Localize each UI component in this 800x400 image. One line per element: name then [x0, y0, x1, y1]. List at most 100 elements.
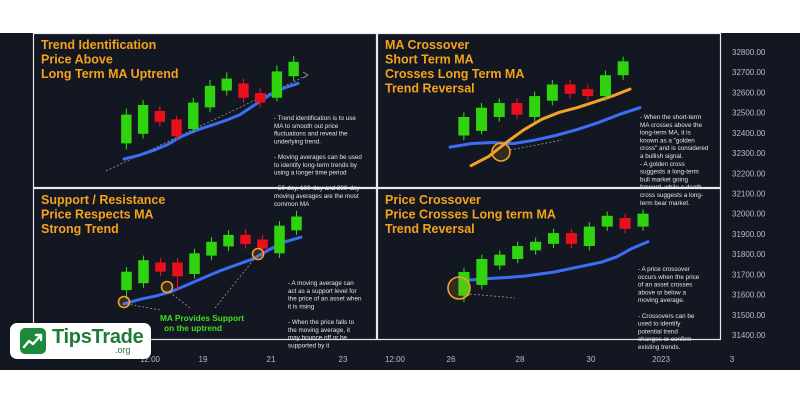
bull-candle	[476, 259, 488, 285]
crossover-arrow-line	[509, 139, 563, 151]
bull-candle	[637, 213, 649, 227]
bull-candle	[583, 226, 595, 247]
price-tick-label: 32100.00	[732, 190, 766, 199]
bear-candle	[564, 84, 576, 94]
panel-title-line: Trend Reversal	[385, 82, 475, 96]
panel-note-line: bull market going	[640, 176, 688, 183]
time-tick-label: 12:00	[385, 355, 406, 364]
panel-note-line: - Trend identification is to use	[274, 115, 356, 122]
panel-note-line: supported by it	[288, 342, 330, 349]
bull-candle	[188, 102, 199, 129]
time-tick-label: 21	[267, 355, 276, 364]
panel-note-line: the moving average, it	[288, 327, 350, 334]
bear-candle	[257, 239, 268, 249]
bull-candle	[494, 254, 506, 266]
bear-candle	[172, 262, 183, 277]
price-cross-arrow-line	[469, 293, 516, 299]
ma-short-line	[469, 87, 632, 168]
price-cross-circle	[447, 276, 471, 300]
bull-candle	[458, 116, 470, 136]
panel-note-line: MA crosses above the	[640, 122, 702, 129]
chart-trend-icon	[20, 328, 46, 354]
price-tick-label: 31900.00	[732, 230, 766, 239]
panel-note-line: - A golden cross	[640, 161, 685, 168]
bear-candle	[511, 103, 523, 115]
panel-note-line: of an asset crosses	[638, 282, 692, 289]
panel-title-line: Price Crosses Long term MA	[385, 208, 556, 222]
support-touch-circle	[117, 295, 131, 309]
chart-background	[0, 33, 800, 370]
panel-note-line: a bullish signal.	[640, 153, 683, 160]
bull-candle	[223, 234, 234, 247]
panel-note-line: long-term MA, it is	[640, 130, 691, 137]
bear-candle	[155, 262, 166, 272]
support-touch-circle	[251, 247, 265, 261]
bull-candle	[476, 107, 488, 131]
bull-candle	[529, 96, 541, 117]
price-tick-label: 31400.00	[732, 331, 766, 340]
bear-candle	[171, 119, 182, 137]
panel-note-line: existing trends.	[638, 344, 681, 351]
bull-candle	[206, 241, 217, 256]
support-arrow-line	[126, 303, 161, 311]
panel-note-line: - When the price falls to	[288, 319, 355, 326]
panel-border	[32, 187, 378, 341]
panel-title-line: Price Above	[41, 53, 113, 67]
bull-candle	[601, 215, 613, 227]
bear-candle	[582, 89, 594, 97]
bull-candle	[138, 260, 149, 284]
panel-note-line: - Moving averages can be used	[274, 154, 362, 161]
time-tick-label: 2023	[652, 355, 670, 364]
panel-note-line: potential trend	[638, 328, 678, 335]
time-tick-label: 23	[339, 355, 348, 364]
bull-candle	[204, 85, 216, 108]
time-tick-label: 26	[447, 355, 456, 364]
panel-title-line: Support / Resistance	[41, 193, 165, 207]
price-tick-label: 32300.00	[732, 149, 766, 158]
bull-candle	[189, 253, 200, 274]
bull-candle	[458, 271, 470, 296]
support-touch-circle	[160, 280, 174, 294]
bear-candle	[619, 217, 631, 229]
panel-note-line: may bounce off or be	[288, 335, 348, 342]
panel-note-line: it is rising	[288, 303, 315, 310]
trend-arrowhead	[302, 71, 309, 79]
panel-note-line: fluctuations and reveal the	[274, 131, 348, 138]
logo-tld: .org	[115, 345, 131, 355]
ma-long-line	[122, 81, 300, 161]
panel-note-line: occurs when the price	[638, 274, 700, 281]
price-tick-label: 31700.00	[732, 270, 766, 279]
time-tick-label: 28	[516, 355, 525, 364]
panel-note-line: - When the short-term	[640, 114, 701, 121]
bull-candle	[274, 225, 285, 254]
bull-candle	[599, 75, 611, 97]
bull-candle	[291, 216, 302, 231]
bull-candle	[493, 103, 505, 117]
bull-candle	[547, 233, 560, 244]
time-tick-label: 19	[199, 355, 208, 364]
panel-note-line: known as a "golden	[640, 137, 695, 144]
panel-title-line: Trend Reversal	[385, 222, 475, 236]
bull-candle	[546, 84, 558, 101]
price-axis: 31400.00 31500.00 31600.00 31700.00 31800.00…	[732, 48, 766, 340]
panel-note-line: moving averages are the most	[274, 193, 359, 200]
golden-cross-circle	[491, 142, 511, 162]
panel-note-line: moving average.	[638, 297, 685, 304]
time-tick-label: 12:00	[140, 355, 161, 364]
bear-candle	[565, 233, 577, 244]
panel-note-line: the price of an asset when	[288, 296, 362, 303]
panel-note-line: to identify long-term trends by	[274, 162, 358, 169]
panel-note-line: common MA	[274, 201, 310, 208]
ma-long-line	[448, 106, 642, 149]
bear-candle	[240, 234, 251, 245]
bull-candle	[221, 78, 232, 91]
bear-candle	[254, 93, 266, 103]
time-tick-label: 30	[587, 355, 596, 364]
price-tick-label: 31500.00	[732, 311, 766, 320]
panel-border	[376, 32, 722, 189]
bull-candle	[137, 105, 149, 134]
price-tick-label: 32600.00	[732, 88, 766, 97]
